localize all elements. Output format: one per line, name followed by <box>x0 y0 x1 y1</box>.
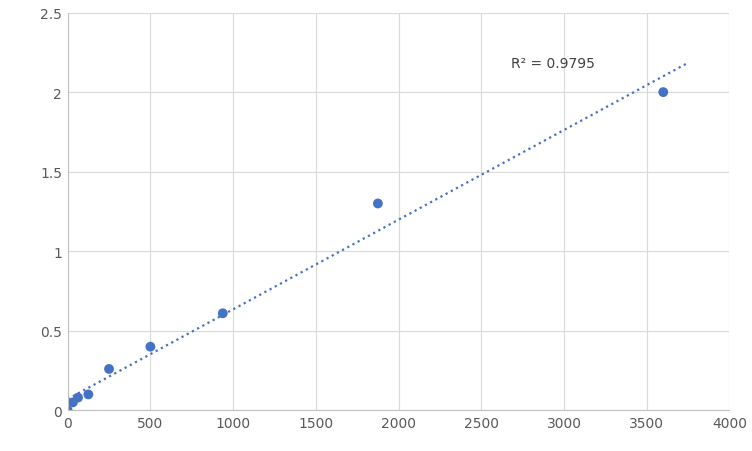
Point <box>62 407 74 414</box>
Point <box>82 391 94 398</box>
Point <box>72 394 84 401</box>
Text: R² = 0.9795: R² = 0.9795 <box>511 57 595 71</box>
Point <box>144 343 156 350</box>
Point <box>217 310 229 317</box>
Point <box>67 399 79 406</box>
Point <box>371 200 384 207</box>
Point <box>657 89 669 97</box>
Point <box>103 365 115 373</box>
